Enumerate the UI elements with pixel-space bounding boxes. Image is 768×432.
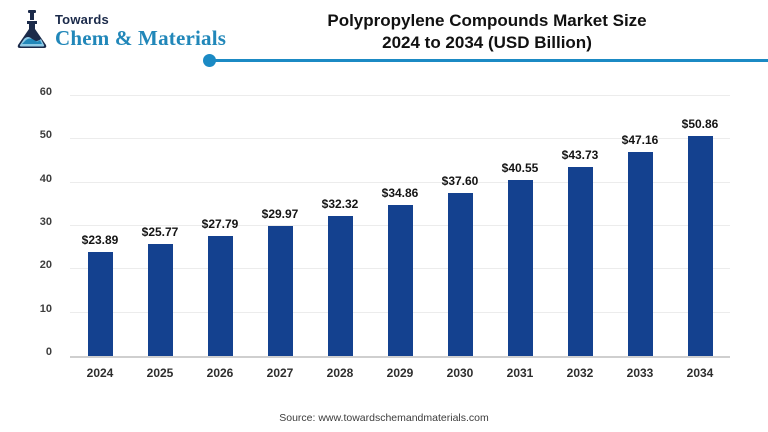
y-tick-label: 60 [39,86,52,98]
x-tick-label: 2031 [506,366,534,380]
x-axis: 2024 2025 2026 2027 2028 2029 2030 2031 2032 2033… [70,366,730,380]
x-tick-label: 2026 [206,366,234,380]
header: Towards Chem & Materials Polypropylene C… [0,0,768,72]
bar-value-label: $32.32 [321,196,359,211]
bar [147,244,173,356]
bar-value-label: $43.73 [561,147,599,162]
bar-group: $29.97 [250,98,310,356]
bar [687,135,713,356]
x-tick-label: 2028 [326,366,354,380]
bar [447,193,473,356]
bar-value-label: $25.77 [141,225,179,240]
bar [87,252,113,356]
y-tick-label: 50 [39,129,52,142]
x-tick-label: 2027 [266,366,294,380]
chart-title-line2: 2024 to 2034 (USD Billion) [382,33,592,53]
bar [387,204,413,356]
bar-value-label: $23.89 [81,233,119,248]
bar-group: $32.32 [310,98,370,356]
y-tick-label: 40 [39,172,52,185]
bar [507,180,533,356]
source-note: Source: www.towardschemandmaterials.com [279,412,489,424]
bar-group: $25.77 [130,98,190,356]
bar-chart: 0 10 20 30 40 50 60 $23.89 $25.77 $27.79 $29.97 $3… [0,86,768,388]
y-tick-label: 20 [39,259,52,272]
brand-name-top: Towards [55,12,109,27]
bar [627,151,653,356]
x-tick-label: 2033 [626,366,654,380]
bars-row: $23.89 $25.77 $27.79 $29.97 $32.32 $34.86 $37.… [70,98,730,356]
flask-icon [17,10,47,48]
x-tick-label: 2032 [566,366,594,380]
divider-line [211,59,768,62]
plot-area: $23.89 $25.77 $27.79 $29.97 $32.32 $34.86 $37.… [70,95,730,358]
bar-value-label: $29.97 [261,207,299,222]
bar-value-label: $47.16 [621,132,659,147]
bar-group: $43.73 [550,98,610,356]
brand-name-bottom: Chem & Materials [55,26,227,50]
bar-group: $23.89 [70,98,130,356]
bar [207,235,233,356]
chart-title-line1: Polypropylene Compounds Market Size [327,11,647,30]
brand-logo: Towards Chem & Materials [14,9,226,49]
x-tick-label: 2024 [86,366,114,380]
bar-value-label: $34.86 [381,185,419,200]
bar-value-label: $27.79 [201,216,239,231]
bar-group: $34.86 [370,98,430,356]
x-tick-label: 2034 [686,366,714,380]
y-tick-label: 30 [39,216,52,228]
y-axis: 0 10 20 30 40 50 60 [0,86,62,358]
bar-group: $40.55 [490,98,550,356]
bar-value-label: $40.55 [501,161,539,176]
gridline [70,138,730,140]
gridline [70,181,730,183]
y-tick-label: 10 [39,302,52,315]
bar [327,215,353,356]
gridline [70,95,730,96]
x-tick-label: 2029 [386,366,414,380]
bar-value-label: $50.86 [681,116,719,131]
divider-dot [203,54,216,67]
y-tick-label: 0 [45,346,52,358]
bar [567,166,593,356]
bar-value-label: $37.60 [441,174,479,189]
x-tick-label: 2025 [146,366,174,380]
bar [267,226,293,356]
x-tick-label: 2030 [446,366,474,380]
brand-logo-text: Towards Chem & Materials [55,13,226,49]
bar-group: $50.86 [670,98,730,356]
bar-group: $47.16 [610,98,670,356]
bar-group: $37.60 [430,98,490,356]
chart-title: Polypropylene Compounds Market Size 2024… [210,10,764,55]
bar-group: $27.79 [190,98,250,356]
